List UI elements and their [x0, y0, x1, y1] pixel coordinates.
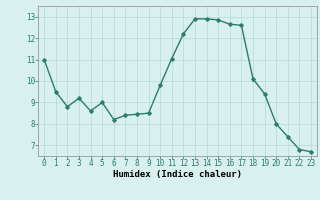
X-axis label: Humidex (Indice chaleur): Humidex (Indice chaleur) [113, 170, 242, 179]
